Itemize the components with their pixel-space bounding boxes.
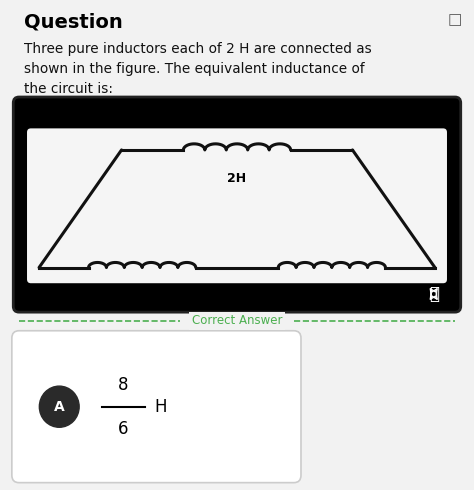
Text: 8: 8: [118, 376, 128, 393]
FancyBboxPatch shape: [27, 128, 447, 283]
Text: □: □: [448, 12, 462, 27]
Text: ⤢: ⤢: [428, 285, 439, 303]
FancyBboxPatch shape: [13, 97, 461, 312]
Text: Three pure inductors each of 2 H are connected as
shown in the figure. The equiv: Three pure inductors each of 2 H are con…: [24, 42, 372, 96]
FancyBboxPatch shape: [12, 331, 301, 483]
Circle shape: [39, 386, 79, 427]
Text: Question: Question: [24, 12, 122, 31]
Text: 2H: 2H: [228, 172, 246, 185]
Text: A: A: [54, 400, 64, 414]
Text: 2H: 2H: [133, 286, 152, 299]
Text: 6: 6: [118, 420, 128, 438]
Text: Correct Answer: Correct Answer: [192, 315, 282, 327]
Text: H: H: [154, 398, 166, 416]
Text: 2H: 2H: [322, 286, 341, 299]
